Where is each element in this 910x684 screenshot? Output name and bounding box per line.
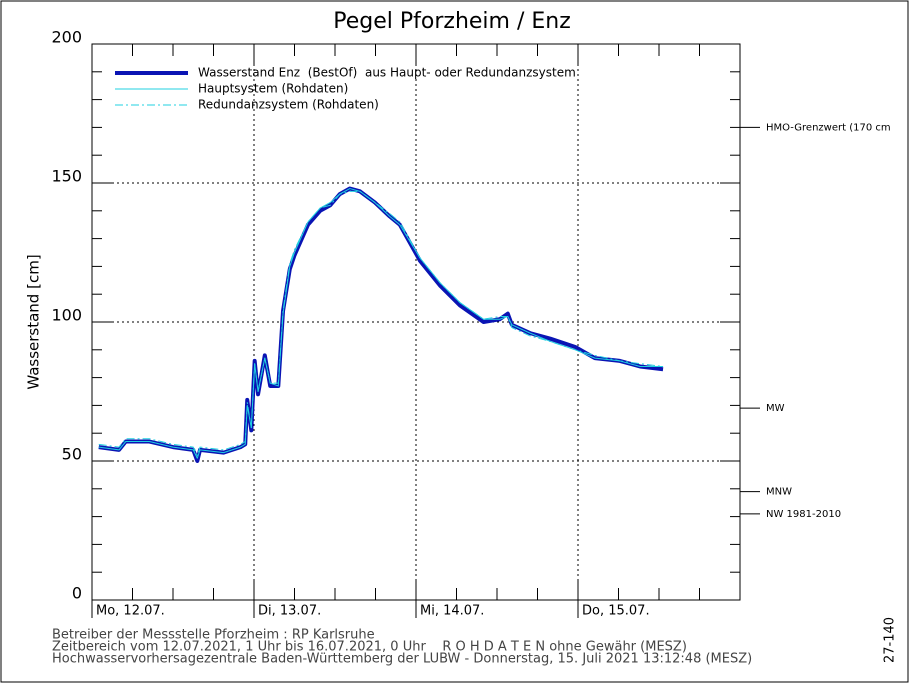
y-tick-label: 150 [51, 167, 82, 186]
legend-label: Hauptsystem (Rohdaten) [198, 82, 348, 96]
reference-label: MW [766, 403, 785, 414]
y-tick-label: 50 [62, 445, 82, 464]
legend-label: Wasserstand Enz (BestOf) aus Haupt- oder… [198, 66, 576, 80]
x-tick-label: Mo, 12.07. [96, 604, 165, 619]
x-tick-label: Di, 13.07. [258, 604, 321, 619]
x-tick-label: Mi, 14.07. [420, 604, 484, 619]
legend-label: Redundanzsystem (Rohdaten) [198, 98, 379, 112]
y-tick-label: 100 [51, 306, 82, 325]
reference-label: MNW [766, 487, 792, 498]
code: 27-140 [883, 617, 898, 663]
x-tick-label: Do, 15.07. [582, 604, 650, 619]
y-tick-label: 0 [72, 584, 82, 603]
reference-label: HMO-Grenzwert (170 cm [766, 122, 891, 133]
reference-label: NW 1981-2010 [766, 509, 841, 520]
y-tick-label: 200 [51, 28, 82, 47]
y-axis-label: Wasserstand [cm] [25, 254, 43, 389]
footer-line: Zeitbereich vom 12.07.2021, 1 Uhr bis 16… [52, 640, 687, 655]
chart-title: Pegel Pforzheim / Enz [333, 9, 571, 34]
footer-line: Hochwasservorhersagezentrale Baden-Württ… [52, 652, 752, 667]
footer-line: Betreiber der Messstelle Pforzheim : RP … [52, 628, 375, 643]
series-line [98, 190, 664, 456]
